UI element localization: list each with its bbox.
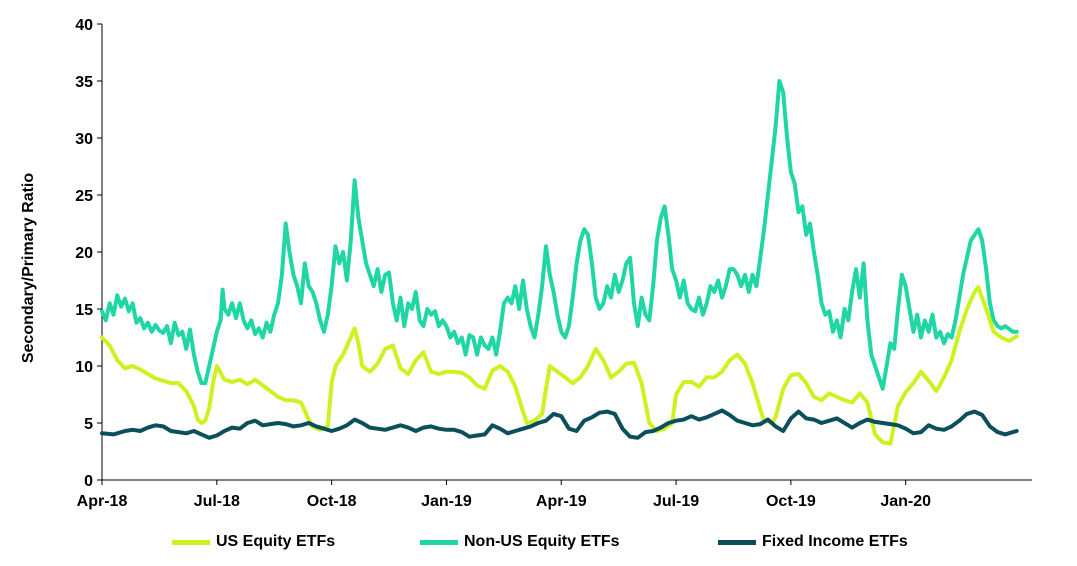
y-tick-label: 5	[84, 416, 93, 433]
x-tick-label: Jul-18	[194, 493, 240, 510]
x-tick-label: Apr-19	[536, 493, 587, 510]
y-axis-label: Secondary/Primary Ratio	[20, 173, 37, 364]
x-tick-label: Jan-20	[880, 493, 931, 510]
y-tick-label: 30	[75, 131, 93, 148]
line-chart: 0 5 10 15 20 25 30 35 40 Apr-18 Jul-18 Oct-18 Jan-19…	[20, 17, 1032, 510]
y-tick-label: 20	[75, 245, 93, 262]
legend-item: Non-US Equity ETFs	[420, 533, 620, 551]
x-tick-label: Jul-19	[653, 493, 699, 510]
legend-label: Fixed Income ETFs	[762, 533, 908, 550]
legend-item: US Equity ETFs	[172, 533, 335, 551]
axes-layer: 0 5 10 15 20 25 30 35 40 Apr-18 Jul-18 Oct-18 Jan-19…	[75, 17, 1032, 510]
x-tick-label: Jan-19	[421, 493, 472, 510]
y-tick-label: 25	[75, 188, 93, 205]
legend-label: Non-US Equity ETFs	[464, 533, 620, 550]
y-tick-label: 0	[84, 473, 93, 490]
y-tick-label: 10	[75, 359, 93, 376]
legend-swatch	[420, 539, 458, 545]
y-tick-label: 35	[75, 74, 93, 91]
y-tick-label: 15	[75, 302, 93, 319]
chart-legend: US Equity ETFs Non-US Equity ETFs Fixed In…	[0, 533, 1077, 563]
x-tick-label: Oct-18	[307, 493, 357, 510]
series-layer	[100, 79, 1019, 446]
series-line-non-us-equity-etfs	[100, 79, 1019, 391]
x-tick-label: Oct-19	[766, 493, 816, 510]
legend-item: Fixed Income ETFs	[718, 533, 908, 551]
legend-swatch	[172, 539, 210, 545]
y-tick-label: 40	[75, 17, 93, 34]
legend-swatch	[718, 539, 756, 545]
series-line-fixed-income-etfs	[100, 408, 1019, 440]
series-line-us-equity-etfs	[100, 285, 1019, 446]
x-tick-label: Apr-18	[77, 493, 128, 510]
legend-label: US Equity ETFs	[216, 533, 336, 550]
